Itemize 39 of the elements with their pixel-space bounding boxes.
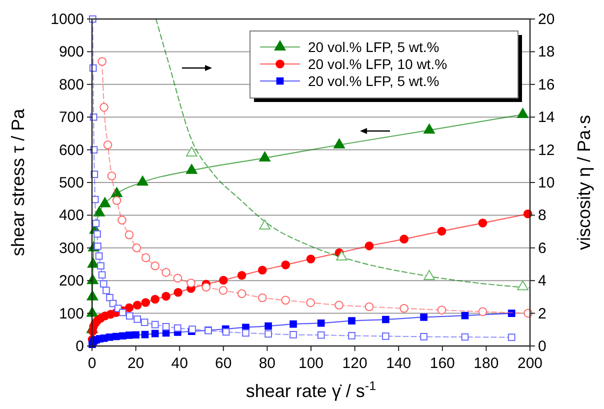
y-axis-title: shear stress τ / Pa [8,108,28,256]
y2-tick-label: 0 [538,338,546,355]
y-tick-label: 0 [76,338,84,355]
x-tick-label: 120 [342,355,368,372]
y2-tick-label: 16 [538,76,555,94]
y2-axis-title: viscosity η / Pa·s [574,114,594,250]
x-tick-label: 60 [215,355,232,372]
legend-label: 20 vol.% LFP, 5 wt.% [308,73,440,89]
legend-label: 20 vol.% LFP, 5 wt.% [308,39,440,55]
y2-tick-label: 10 [538,174,555,192]
y2-tick-label: 20 [538,11,555,28]
x-tick-label: 80 [258,355,276,372]
y2-tick-label: 6 [538,240,546,257]
y2-tick-label: 4 [538,272,546,290]
y-tick-label: 300 [58,240,84,257]
y2-tick-label: 18 [538,44,555,61]
x-tick-label: 40 [171,355,188,372]
y-tick-label: 600 [58,142,84,159]
y-tick-label: 700 [58,109,84,126]
x-tick-label: 160 [430,355,455,372]
x-tick-label: 20 [127,355,144,372]
x-tick-label: 140 [386,355,412,372]
y2-tick-label: 2 [538,305,546,322]
y2-tick-label: 8 [538,207,546,224]
x-axis-title: shear rate γ̇ / s$^{-1}$ [246,379,376,401]
y-tick-label: 900 [58,44,84,61]
y-tick-label: 800 [58,76,84,94]
y-tick-label: 500 [58,174,84,192]
y-tick-label: 400 [58,207,84,224]
x-tick-label: 200 [517,355,543,372]
x-tick-label: 0 [88,355,96,372]
y-tick-label: 100 [58,305,84,322]
legend-label: 20 vol.% LFP, 10 wt.% [308,56,448,72]
y-tick-label: 200 [58,272,84,290]
y2-tick-label: 14 [538,109,555,126]
x-tick-label: 100 [298,355,324,372]
x-tick-label: 180 [474,355,499,372]
y2-tick-label: 12 [538,142,555,159]
y-tick-label: 1000 [50,11,84,28]
